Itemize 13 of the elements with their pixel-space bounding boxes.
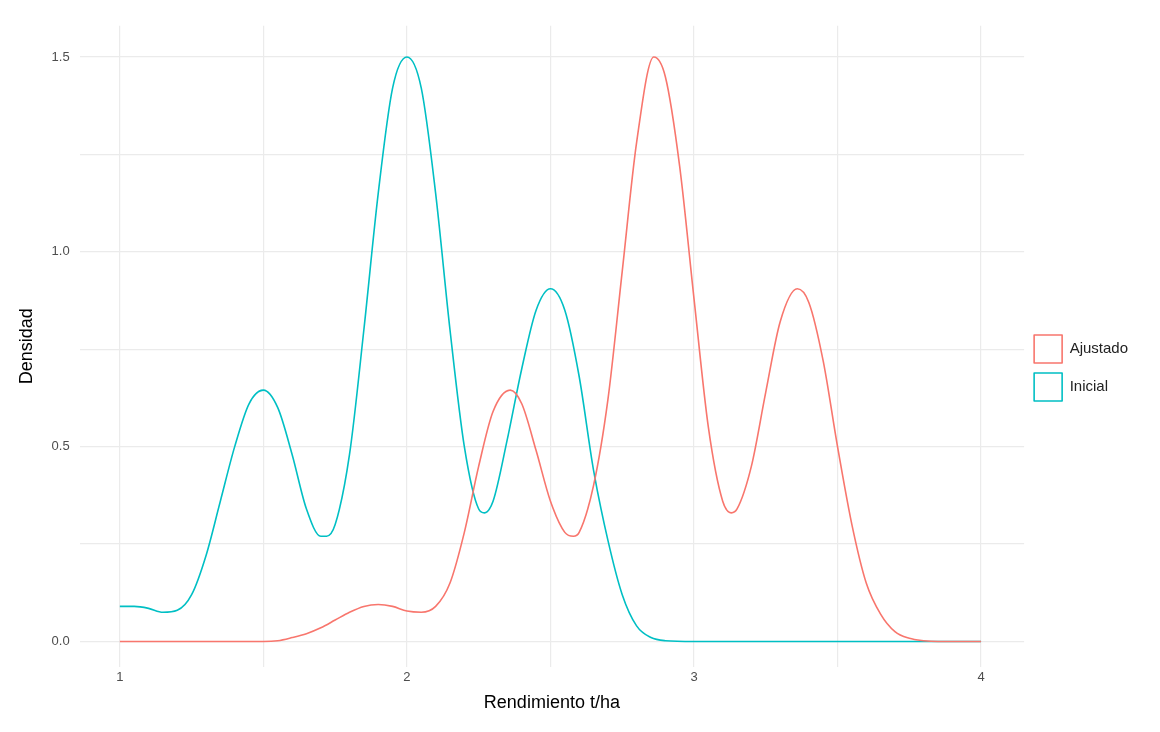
legend-label: Inicial [1069,377,1108,395]
line-series [119,56,982,643]
x-axis-title: Rendimiento t/ha [483,692,621,713]
y-tick-label: 0.0 [51,633,70,649]
x-tick-label: 1 [116,669,124,685]
y-tick-label: 0.5 [51,438,70,454]
legend-label: Ajustado [1069,339,1128,357]
x-tick-label: 2 [403,669,411,685]
y-tick-label: 1.5 [51,48,70,64]
y-axis-title: Densidad [15,308,36,385]
y-tick-label: 1.0 [51,243,70,259]
x-tick-label: 3 [690,669,698,685]
x-tick-label: 4 [977,669,985,685]
